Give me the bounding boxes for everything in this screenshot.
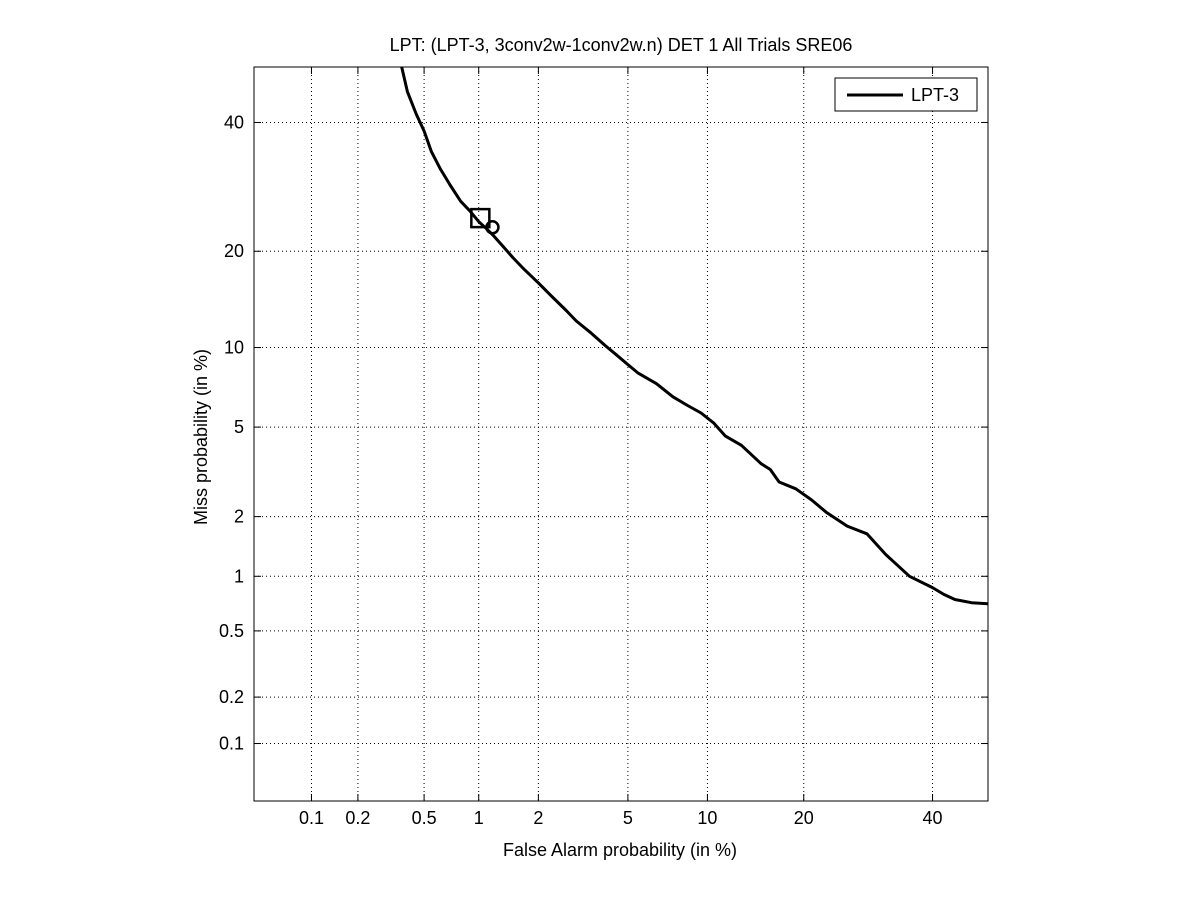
series-line-lpt-3 [400,66,989,606]
x-tick-label: 5 [623,808,633,828]
x-tick-label: 0.2 [345,808,370,828]
x-tick-label: 0.1 [299,808,324,828]
x-tick-label: 10 [697,808,717,828]
x-tick-label: 40 [923,808,943,828]
plot-area-frame [253,66,989,802]
y-tick-label: 2 [234,507,244,527]
y-tick-label: 10 [224,338,244,358]
marker-layer [470,207,500,235]
x-axis-label: False Alarm probability (in %) [503,840,737,860]
x-tick-label: 1 [474,808,484,828]
marker-square [470,207,491,229]
y-axis-label: Miss probability (in %) [191,349,211,525]
x-axis: 0.1 0.2 0.5 1 2 5 10 20 40 [299,67,943,828]
y-tick-label: 0.1 [219,734,244,754]
y-tick-label: 20 [224,241,244,261]
y-axis: 0.1 0.2 0.5 1 2 5 10 20 40 [219,112,988,754]
legend: LPT-3 [834,77,978,112]
x-tick-label: 0.5 [412,808,437,828]
y-tick-label: 0.5 [219,621,244,641]
legend-label-lpt-3: LPT-3 [911,85,959,105]
curve-layer [400,66,989,606]
chart-title: LPT: (LPT-3, 3conv2w-1conv2w.n) DET 1 Al… [390,35,853,55]
x-tick-label: 2 [533,808,543,828]
y-tick-label: 0.2 [219,687,244,707]
x-tick-label: 20 [794,808,814,828]
y-tick-label: 1 [234,566,244,586]
y-tick-label: 5 [234,417,244,437]
y-tick-label: 40 [224,112,244,132]
marker-circle [485,220,500,235]
